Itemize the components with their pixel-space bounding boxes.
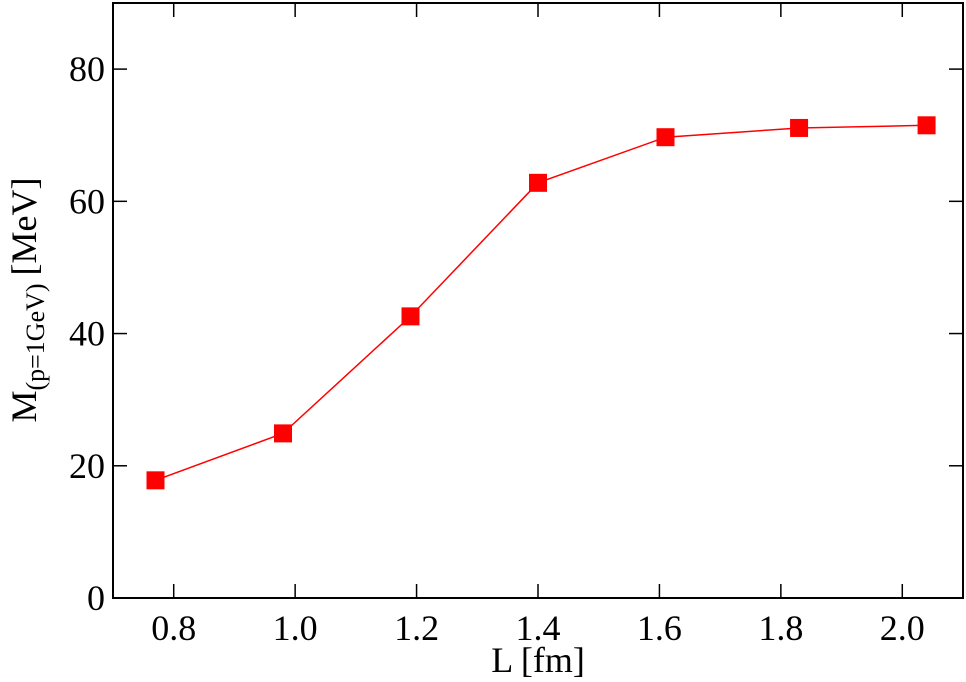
marker bbox=[656, 128, 675, 147]
x-tick-label: 0.8 bbox=[151, 608, 196, 648]
marker bbox=[274, 424, 292, 443]
y-tick-label: 60 bbox=[69, 181, 105, 221]
y-label-main: M bbox=[4, 391, 44, 423]
x-tick-label: 2.0 bbox=[880, 608, 925, 648]
x-tick-label: 1.2 bbox=[394, 608, 439, 648]
y-label-unit: [MeV] bbox=[4, 177, 44, 275]
x-tick-label: 1.6 bbox=[637, 608, 682, 648]
marker bbox=[401, 307, 420, 326]
x-tick-label: 1.0 bbox=[273, 608, 318, 648]
y-tick-label: 20 bbox=[69, 446, 105, 486]
y-tick-label: 40 bbox=[69, 314, 105, 354]
plot-frame bbox=[112, 2, 964, 599]
marker bbox=[146, 471, 165, 490]
x-axis-label: L [fm] bbox=[491, 640, 585, 680]
marker bbox=[917, 116, 936, 135]
x-tick-label: 1.8 bbox=[758, 608, 803, 648]
y-tick-label: 0 bbox=[87, 578, 105, 618]
y-label-subscript: (p=1GeV) bbox=[21, 283, 50, 390]
y-axis-label: M(p=1GeV) [MeV] bbox=[4, 177, 50, 422]
y-tick-label: 80 bbox=[69, 49, 105, 89]
x-tick-label: 1.4 bbox=[516, 608, 561, 648]
marker bbox=[529, 173, 547, 192]
marker bbox=[790, 118, 809, 137]
